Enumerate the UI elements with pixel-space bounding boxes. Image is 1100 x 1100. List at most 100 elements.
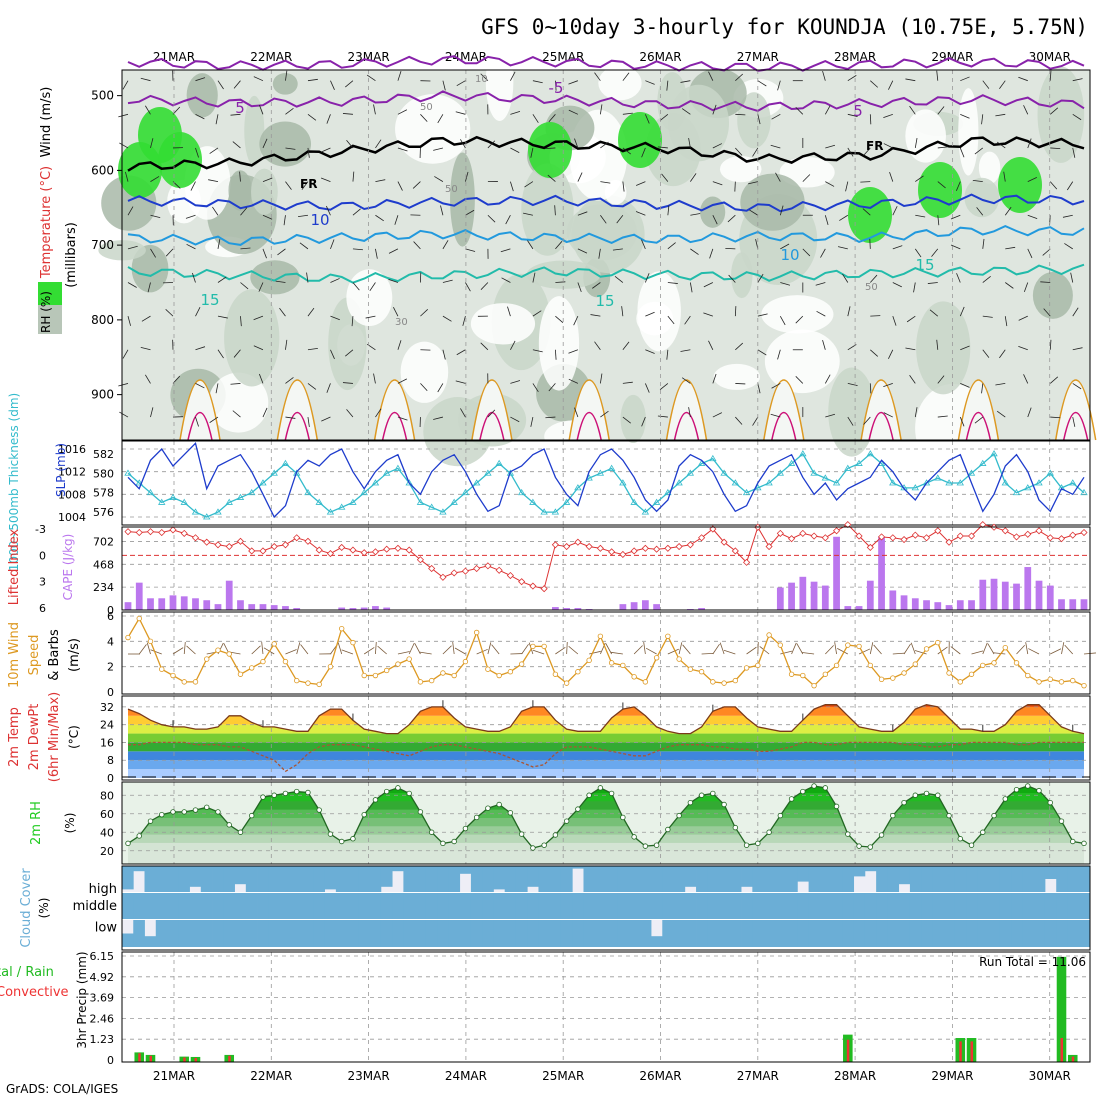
wind-barb <box>822 340 826 350</box>
cloud-bar <box>212 866 224 892</box>
temp-band <box>128 715 1084 725</box>
cape-bar <box>788 582 795 610</box>
wind10m-marker <box>901 670 907 676</box>
wind-barb <box>375 214 384 222</box>
wind-barb <box>847 147 854 157</box>
lifted-marker <box>1080 528 1088 537</box>
cloud-bar <box>583 866 596 892</box>
wind-barb <box>510 416 520 423</box>
wind-barb <box>1042 248 1051 256</box>
cloud-bar <box>876 866 888 892</box>
wind-barb <box>839 214 849 221</box>
cloud-bar <box>617 893 629 919</box>
cloud-bar <box>606 866 618 892</box>
wind-barb <box>995 383 1006 386</box>
rh2m-marker <box>856 843 862 849</box>
cloud-bar <box>718 893 731 919</box>
date-label: 28MAR <box>834 1069 876 1083</box>
cloud-bar <box>549 920 562 947</box>
temp-band <box>128 751 1084 761</box>
lifted-marker <box>731 547 739 555</box>
wind-barb <box>1050 416 1061 419</box>
wind10m-barb <box>397 651 410 655</box>
rh2m-marker <box>687 799 694 806</box>
wind-barb <box>1050 147 1061 150</box>
cloud-bar <box>617 866 629 892</box>
wind10m-marker <box>687 666 694 672</box>
wind-barb <box>600 141 609 149</box>
wind-barb <box>795 106 804 115</box>
boundary-layer-column <box>276 379 319 441</box>
wind-barb <box>709 248 714 259</box>
wind10m-marker <box>136 615 142 622</box>
temp-band <box>128 704 1084 707</box>
cloud-bar <box>1067 920 1080 947</box>
cloud-bar <box>268 920 280 947</box>
thickness-marker <box>810 469 818 476</box>
slp-line <box>127 442 1085 519</box>
cloud-bar <box>966 866 978 892</box>
thickness-marker <box>1046 469 1054 476</box>
wind-barb <box>712 104 717 115</box>
wind-barb <box>960 76 970 82</box>
wind-barb <box>301 181 309 190</box>
wind-barb <box>860 181 871 183</box>
wind-barb <box>883 412 893 418</box>
cape-bar <box>821 585 829 610</box>
wind-barb <box>777 349 781 360</box>
cloud-bar <box>954 920 967 947</box>
wind-barb <box>1070 272 1074 283</box>
rh2m-marker <box>451 838 457 845</box>
wind-barb <box>757 313 768 317</box>
wind-barb <box>186 243 196 250</box>
cloud-bar <box>696 866 708 892</box>
date-label: 28MAR <box>834 50 876 64</box>
wind10m-axis-label: 10m Wind <box>7 622 22 688</box>
wind-barb <box>680 80 691 83</box>
wind-barb <box>1049 107 1059 115</box>
rh2m-marker <box>249 812 255 819</box>
boundary-layer-column <box>373 379 416 441</box>
wind10m-marker <box>552 671 559 677</box>
wind-barb <box>195 77 206 82</box>
wind-barb <box>208 179 219 182</box>
lifted-marker <box>641 544 649 552</box>
wind10m-barb <box>873 644 882 655</box>
wind10m-barb <box>746 646 757 655</box>
cape-bar <box>1058 599 1065 610</box>
rh-shade <box>740 173 805 231</box>
rh-band <box>128 792 1084 802</box>
wind-barb <box>847 416 854 426</box>
wind-barb <box>345 80 354 88</box>
precip-axis-label: 3hr Precip (mm) <box>75 951 89 1048</box>
rh2m-marker <box>350 836 356 842</box>
wind10m-marker <box>980 662 986 669</box>
cloud-unit-label: (%) <box>37 898 51 919</box>
rh2m-marker <box>1047 799 1053 806</box>
wind-barb <box>326 114 331 124</box>
wind10m-marker <box>327 663 334 670</box>
wind-barb <box>195 307 201 317</box>
bottom-date-axis: 21MAR 22MAR 23MAR 24MAR 25MAR 26MAR 27MAR 28MAR… <box>153 1069 1071 1083</box>
wind10m-axis-label: Speed <box>27 635 42 676</box>
cloud-bar <box>223 893 235 919</box>
lifted-marker <box>484 562 492 570</box>
wind-barb <box>554 349 557 360</box>
cloud-bar <box>257 920 269 947</box>
lifted-marker <box>810 532 818 540</box>
thickness-marker <box>574 484 582 491</box>
cloud-bar <box>167 893 179 919</box>
thickness-marker <box>1024 484 1032 491</box>
rh-shade <box>400 341 449 403</box>
wind-barb <box>1027 248 1033 259</box>
wind-barb <box>1023 282 1029 293</box>
rh2m-marker <box>631 834 637 840</box>
wind10m-barb <box>414 643 421 655</box>
cloud-bar <box>448 866 461 892</box>
cape-bar <box>968 600 975 610</box>
wind10m-barb <box>796 643 804 655</box>
wind10m-marker <box>957 679 963 685</box>
precip-tick-label: 0 <box>107 1054 114 1067</box>
wind-barb <box>125 171 129 182</box>
wind-barb <box>345 349 354 357</box>
